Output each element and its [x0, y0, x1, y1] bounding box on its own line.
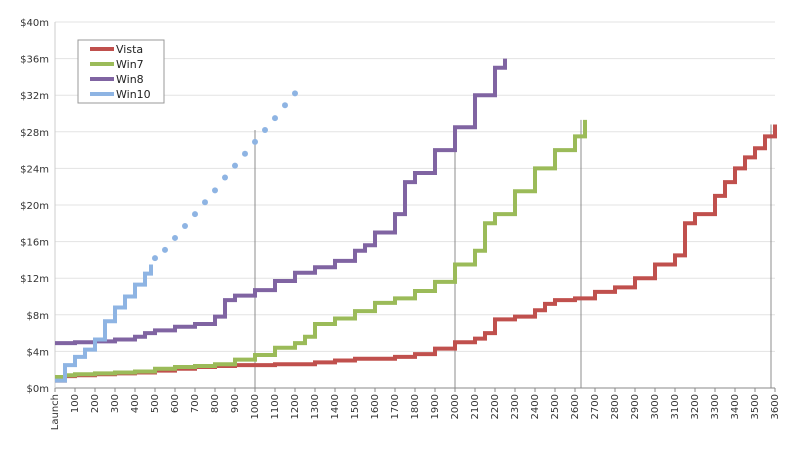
x-tick-label: 700: [190, 394, 201, 413]
series-win10-point: [262, 126, 268, 133]
x-tick-label: 3500: [750, 394, 761, 419]
y-tick-label: $20m: [20, 201, 49, 212]
series-win10-point: [192, 211, 198, 218]
y-tick-label: $16m: [20, 238, 49, 249]
y-tick-label: $8m: [27, 311, 49, 322]
legend: Vista Win7 Win8 Win10: [77, 39, 165, 104]
y-tick-label: $32m: [20, 91, 49, 102]
legend-label-vista: Vista: [116, 43, 143, 56]
x-tick-label: 300: [110, 394, 121, 413]
x-tick-label: 1000: [250, 394, 261, 419]
series-win10-point: [172, 234, 178, 241]
x-tick-label: 1700: [390, 394, 401, 419]
x-tick-label: 400: [130, 394, 141, 413]
x-tick-label: 1500: [350, 394, 361, 419]
x-tick-label: 2200: [490, 394, 501, 419]
x-tick-label: 2900: [630, 394, 641, 419]
y-tick-label: $28m: [20, 128, 49, 139]
x-tick-label: 500: [150, 394, 161, 413]
y-tick-labels: $0m $4m $8m $12m $16m $20m $24m $28m $32m $36m $40…: [20, 18, 49, 395]
x-tick-label: 2000: [450, 394, 461, 419]
series-win10-point: [202, 199, 208, 206]
x-tick-label: 3300: [710, 394, 721, 419]
series-vista: [55, 124, 777, 383]
x-tick-label: 200: [90, 394, 101, 413]
x-tick-label: 900: [230, 394, 241, 413]
series-win10-point: [182, 223, 188, 230]
series-win10-point: [212, 187, 218, 194]
series-win10-point: [152, 255, 158, 262]
x-tick-label: 600: [170, 394, 181, 413]
gridlines: [55, 21, 775, 352]
x-tick-label: 2300: [510, 394, 521, 419]
x-tick-label: Launch: [50, 394, 61, 430]
series-win10: [55, 90, 298, 383]
y-tick-label: $40m: [20, 18, 49, 29]
x-tick-label: 2100: [470, 394, 481, 419]
x-tick-label: 1900: [430, 394, 441, 419]
series-win8: [55, 58, 507, 346]
series-win7: [55, 119, 587, 380]
x-tick-label: 2500: [550, 394, 561, 419]
series-win10-point: [232, 162, 238, 169]
legend-label-win10: Win10: [116, 88, 151, 101]
x-tick-labels: Launch 100 200 300 400 500 600 700 800 900 1000 110…: [50, 394, 781, 430]
y-tick-label: $24m: [20, 164, 49, 175]
x-tick-label: 1100: [270, 394, 281, 419]
x-tick-label: 3200: [690, 394, 701, 419]
series-win10-point: [222, 174, 228, 181]
x-tick-label: 3000: [650, 394, 661, 419]
legend-label-win8: Win8: [116, 73, 144, 86]
y-tick-label: $12m: [20, 274, 49, 285]
x-tick-label: 800: [210, 394, 221, 413]
series-lines: [55, 58, 777, 383]
series-win10-point: [272, 115, 278, 122]
x-tick-label: 2700: [590, 394, 601, 419]
reference-lines: [254, 119, 772, 388]
y-tick-label: $4m: [27, 347, 49, 358]
y-tick-label: $36m: [20, 55, 49, 66]
series-win10-point: [162, 246, 168, 253]
x-tick-label: 3600: [770, 394, 781, 419]
x-tick-label: 1300: [310, 394, 321, 419]
x-tick-label: 1200: [290, 394, 301, 419]
x-tick-label: 100: [70, 394, 81, 413]
x-tick-label: 2600: [570, 394, 581, 419]
series-win10-point: [282, 102, 288, 109]
x-tick-label: 1400: [330, 394, 341, 419]
series-win10-point: [242, 150, 248, 157]
x-tick-label: 2400: [530, 394, 541, 419]
x-tick-label: 1800: [410, 394, 421, 419]
x-tick-label: 3400: [730, 394, 741, 419]
series-win10-point: [292, 90, 298, 97]
x-tick-label: 1600: [370, 394, 381, 419]
axes: [54, 22, 776, 392]
y-tick-label: $0m: [27, 384, 49, 395]
x-tick-label: 3100: [670, 394, 681, 419]
series-win10-point: [252, 138, 258, 145]
series-win10-segment: [55, 264, 153, 383]
x-tick-label: 2800: [610, 394, 621, 419]
legend-label-win7: Win7: [116, 58, 144, 71]
